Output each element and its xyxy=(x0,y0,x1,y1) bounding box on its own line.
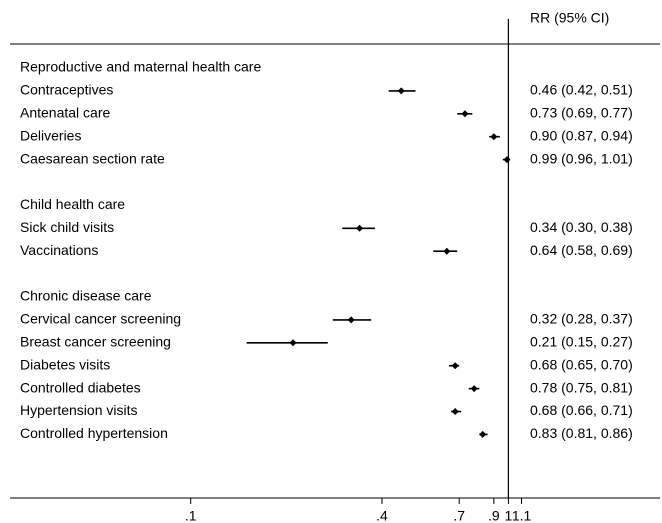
value-label: 0.46 (0.42, 0.51) xyxy=(530,82,633,98)
value-label: 0.99 (0.96, 1.01) xyxy=(530,150,633,166)
estimate-point xyxy=(470,385,478,393)
row-label: Contraceptives xyxy=(20,82,113,98)
value-label: 0.83 (0.81, 0.86) xyxy=(530,425,633,441)
row-label: Breast cancer screening xyxy=(20,334,171,350)
estimate-point xyxy=(397,87,405,95)
x-tick-label: .4 xyxy=(376,508,388,523)
value-label: 0.32 (0.28, 0.37) xyxy=(530,311,633,327)
estimate-point xyxy=(347,316,355,324)
value-label: 0.78 (0.75, 0.81) xyxy=(530,379,633,395)
value-label: 0.73 (0.69, 0.77) xyxy=(530,105,633,121)
row-label: Controlled hypertension xyxy=(20,425,168,441)
row-label: Vaccinations xyxy=(20,242,98,258)
x-tick-label: .7 xyxy=(453,508,465,523)
estimate-point xyxy=(451,362,459,370)
value-label: 0.34 (0.30, 0.38) xyxy=(530,219,633,235)
group-header: Chronic disease care xyxy=(20,288,152,304)
estimate-point xyxy=(479,430,487,438)
row-label: Hypertension visits xyxy=(20,402,138,418)
row-label: Diabetes visits xyxy=(20,356,110,372)
row-label: Cervical cancer screening xyxy=(20,311,181,327)
estimate-point xyxy=(443,247,451,255)
value-label: 0.90 (0.87, 0.94) xyxy=(530,127,633,143)
group-header: Child health care xyxy=(20,196,125,212)
x-tick-label: .1 xyxy=(185,508,197,523)
estimate-point xyxy=(461,110,469,118)
row-label: Controlled diabetes xyxy=(20,379,141,395)
row-label: Deliveries xyxy=(20,127,81,143)
estimate-point xyxy=(451,408,459,415)
group-header: Reproductive and maternal health care xyxy=(20,59,261,75)
row-label: Antenatal care xyxy=(20,105,110,121)
estimate-point xyxy=(356,224,364,232)
x-tick-label: 1.1 xyxy=(512,508,532,523)
row-label: Sick child visits xyxy=(20,219,114,235)
estimate-point xyxy=(503,156,511,164)
x-tick-label: 1 xyxy=(505,508,513,523)
column-header: RR (95% CI) xyxy=(530,10,609,26)
value-label: 0.64 (0.58, 0.69) xyxy=(530,242,633,258)
estimate-point xyxy=(490,133,498,141)
value-label: 0.68 (0.65, 0.70) xyxy=(530,356,633,372)
row-label: Caesarean section rate xyxy=(20,150,165,166)
value-label: 0.21 (0.15, 0.27) xyxy=(530,334,633,350)
x-tick-label: .9 xyxy=(488,508,500,523)
estimate-point xyxy=(289,339,297,347)
value-label: 0.68 (0.66, 0.71) xyxy=(530,402,633,418)
